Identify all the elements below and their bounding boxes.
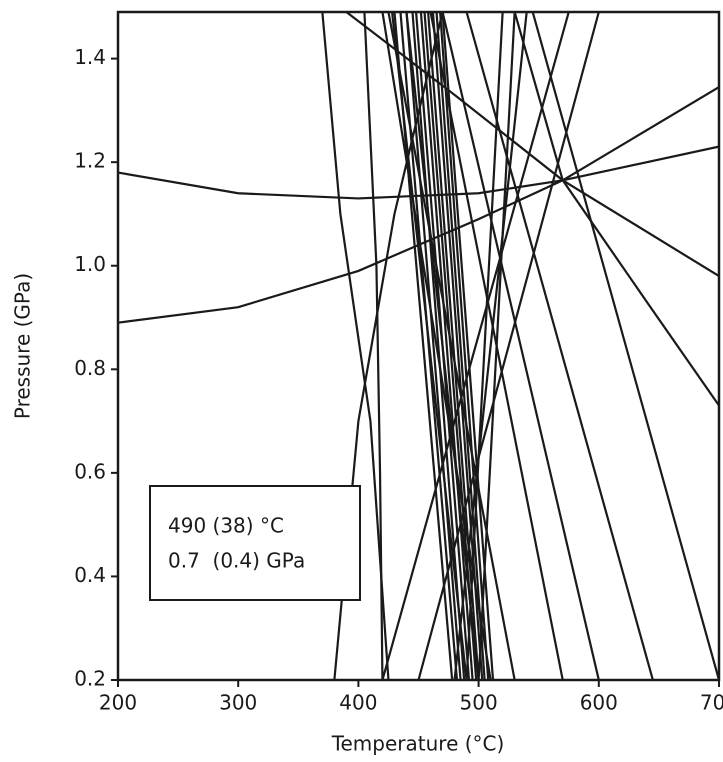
series-line <box>387 12 516 680</box>
series-line <box>513 12 719 407</box>
x-tick-label: 500 <box>460 691 498 715</box>
plot-lines <box>118 12 719 680</box>
y-tick-label: 0.4 <box>74 563 106 587</box>
series-line <box>431 12 484 680</box>
series-line <box>439 12 490 680</box>
series-line <box>419 12 474 680</box>
y-tick-label: 0.8 <box>74 356 106 380</box>
series-line <box>411 12 466 680</box>
series-line <box>405 12 462 680</box>
x-tick-label: 300 <box>219 691 257 715</box>
y-tick-label: 0.2 <box>74 667 106 691</box>
annotation-box <box>149 485 361 601</box>
series-line <box>405 12 480 680</box>
x-tick-label: 200 <box>99 691 137 715</box>
annotation: 490 (38) °C <box>168 514 284 538</box>
annotation: 0.7 (0.4) GPa <box>168 549 305 573</box>
series-line <box>381 12 570 680</box>
y-tick-label: 1.4 <box>74 45 106 69</box>
x-tick-label: 600 <box>580 691 618 715</box>
series-line <box>118 145 719 200</box>
series-line <box>363 12 384 680</box>
plot-frame <box>116 10 721 682</box>
series-line <box>441 12 600 680</box>
series-line <box>390 12 468 680</box>
x-axis-label: Temperature (°C) <box>331 732 505 756</box>
series-line <box>441 12 495 680</box>
series-line <box>435 12 486 680</box>
series-line <box>321 12 390 680</box>
x-tick-label: 700 <box>700 691 723 715</box>
series-line <box>381 12 492 680</box>
series-line <box>531 12 719 680</box>
y-tick-label: 1.0 <box>74 252 106 276</box>
y-axis-label: Pressure (GPa) <box>11 273 35 419</box>
y-tick-label: 1.2 <box>74 149 106 173</box>
y-tick-label: 0.6 <box>74 459 106 483</box>
x-tick-label: 400 <box>339 691 377 715</box>
series-line <box>427 12 480 680</box>
